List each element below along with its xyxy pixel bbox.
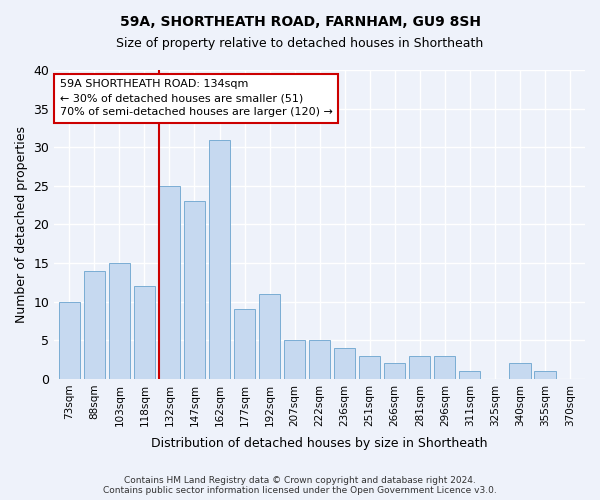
Bar bbox=[59, 302, 80, 379]
Bar bbox=[459, 371, 481, 379]
Text: Contains HM Land Registry data © Crown copyright and database right 2024.
Contai: Contains HM Land Registry data © Crown c… bbox=[103, 476, 497, 495]
Y-axis label: Number of detached properties: Number of detached properties bbox=[15, 126, 28, 323]
Text: Size of property relative to detached houses in Shortheath: Size of property relative to detached ho… bbox=[116, 38, 484, 51]
Bar bbox=[359, 356, 380, 379]
Bar bbox=[409, 356, 430, 379]
Bar bbox=[84, 271, 105, 379]
Bar bbox=[434, 356, 455, 379]
Bar bbox=[384, 364, 406, 379]
Bar bbox=[509, 364, 530, 379]
Bar bbox=[284, 340, 305, 379]
Bar bbox=[184, 202, 205, 379]
Bar bbox=[535, 371, 556, 379]
Bar bbox=[109, 263, 130, 379]
Bar bbox=[334, 348, 355, 379]
Text: 59A, SHORTHEATH ROAD, FARNHAM, GU9 8SH: 59A, SHORTHEATH ROAD, FARNHAM, GU9 8SH bbox=[119, 15, 481, 29]
Bar bbox=[309, 340, 330, 379]
Bar bbox=[209, 140, 230, 379]
Bar bbox=[134, 286, 155, 379]
X-axis label: Distribution of detached houses by size in Shortheath: Distribution of detached houses by size … bbox=[151, 437, 488, 450]
Bar bbox=[259, 294, 280, 379]
Bar bbox=[159, 186, 180, 379]
Bar bbox=[234, 310, 255, 379]
Text: 59A SHORTHEATH ROAD: 134sqm
← 30% of detached houses are smaller (51)
70% of sem: 59A SHORTHEATH ROAD: 134sqm ← 30% of det… bbox=[59, 80, 332, 118]
